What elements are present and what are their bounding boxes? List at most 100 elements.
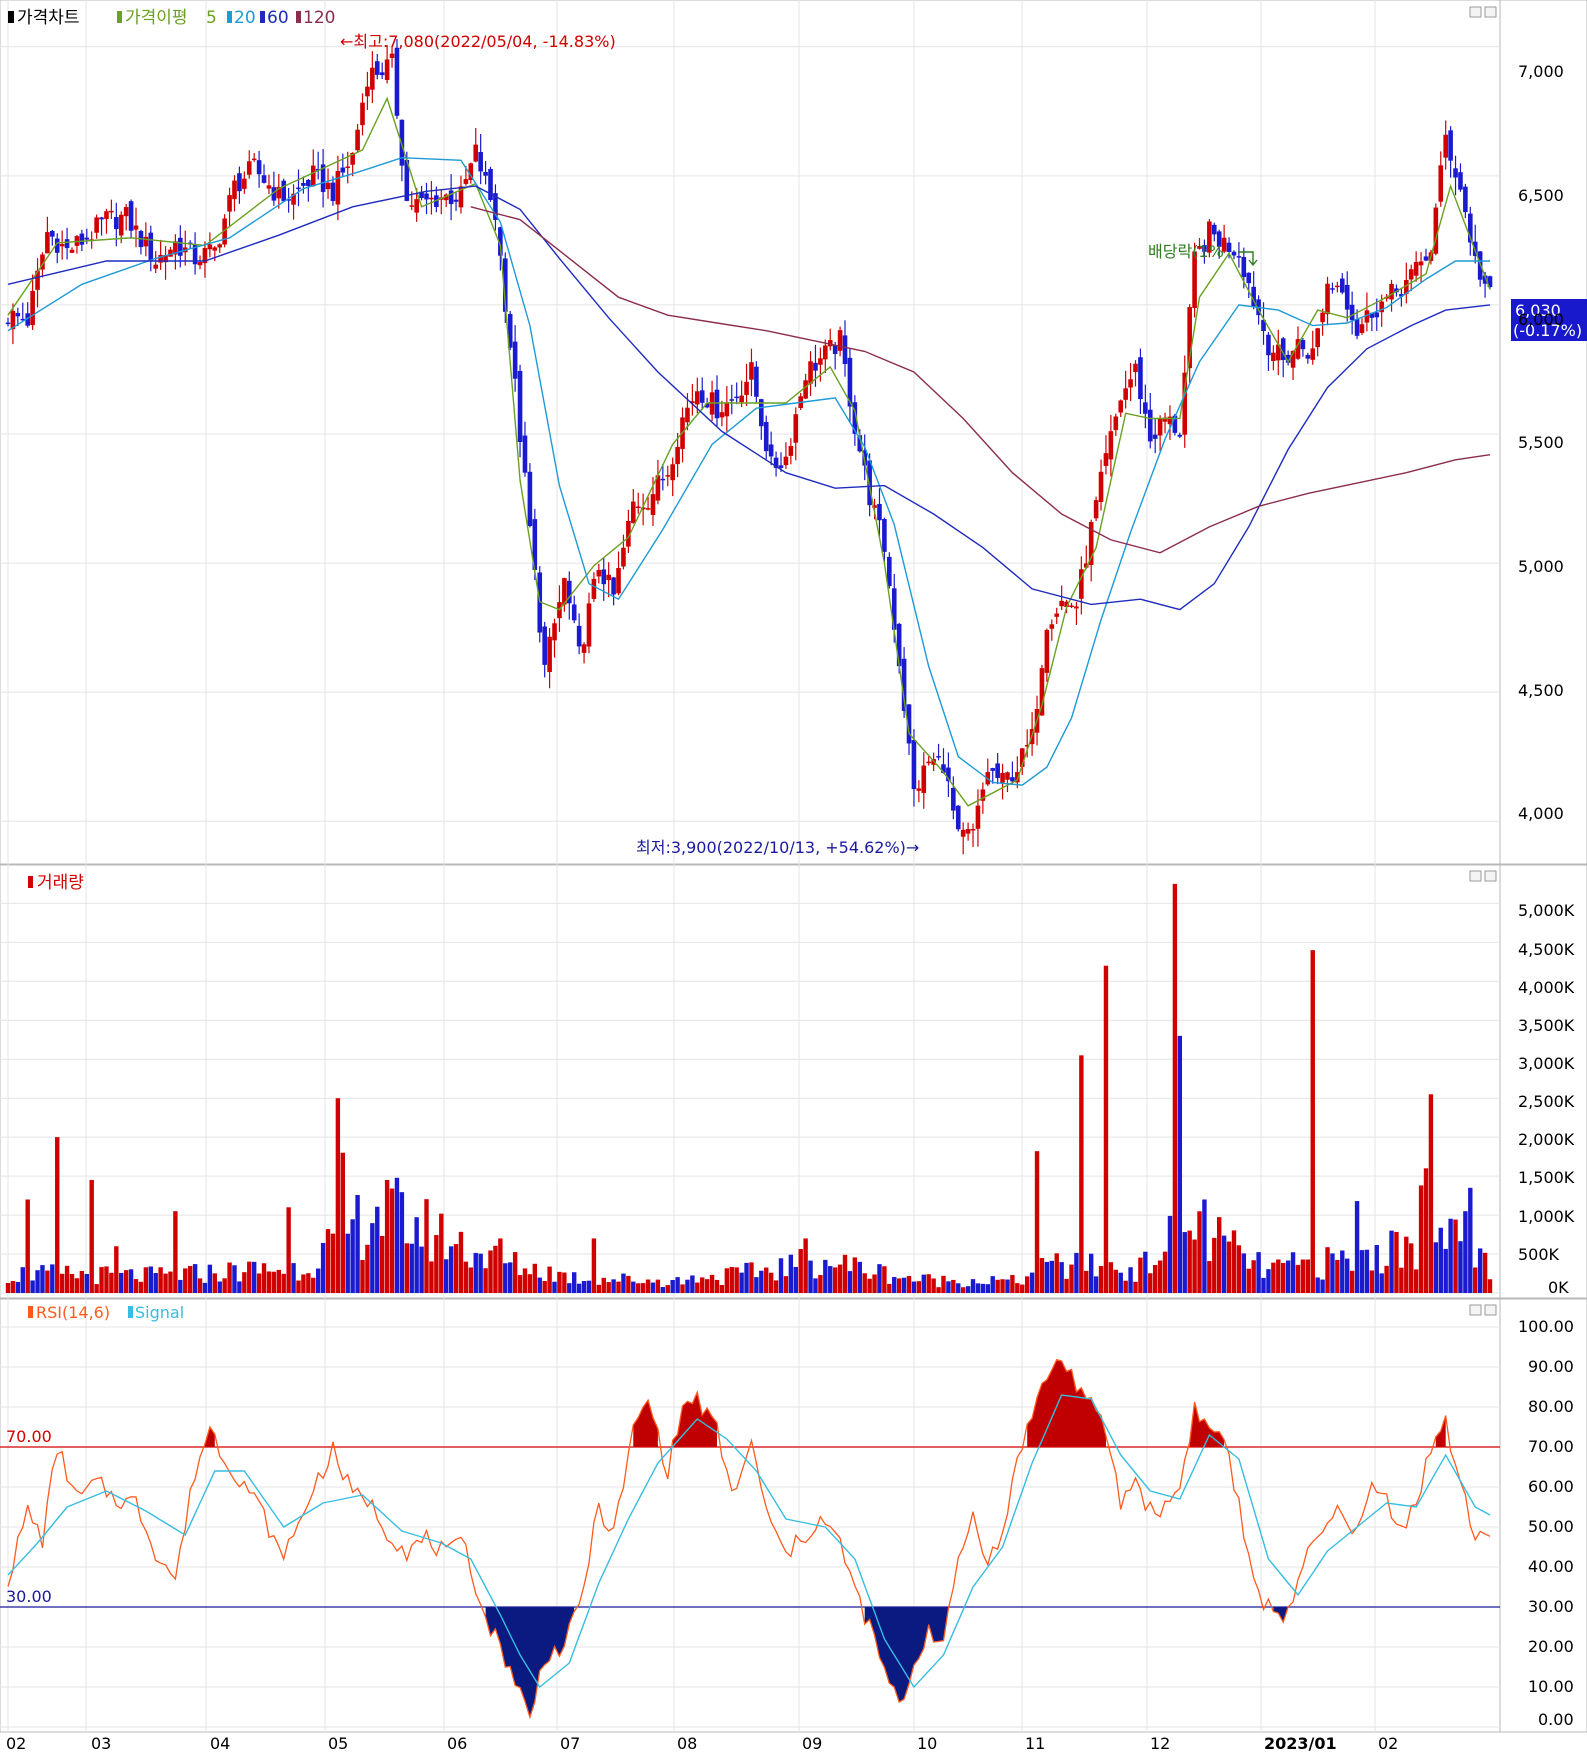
volume-bar bbox=[498, 1238, 503, 1293]
candle-body bbox=[35, 270, 40, 290]
candle-body bbox=[872, 505, 877, 508]
close-icon[interactable] bbox=[1484, 6, 1497, 18]
volume-bar bbox=[89, 1180, 94, 1293]
volume-chart-title: 거래량 bbox=[37, 873, 84, 893]
month-label: 06 bbox=[447, 1734, 467, 1753]
candle-body bbox=[320, 164, 326, 192]
candle-body bbox=[768, 444, 774, 457]
candle-body bbox=[1079, 569, 1084, 599]
volume-bar bbox=[448, 1246, 454, 1293]
volume-bar bbox=[512, 1252, 518, 1293]
candle-body bbox=[276, 186, 282, 199]
candle-body bbox=[498, 227, 503, 256]
minimize-icon[interactable] bbox=[1469, 1304, 1482, 1316]
volume-bar bbox=[296, 1280, 301, 1293]
rsi-tick: 10.00 bbox=[1528, 1677, 1574, 1696]
rsi-tick: 90.00 bbox=[1528, 1357, 1574, 1376]
rsi-level-70-label: 70.00 bbox=[6, 1427, 52, 1446]
candle-body bbox=[936, 756, 941, 758]
candle-body bbox=[941, 764, 946, 773]
candle-body bbox=[965, 829, 971, 834]
volume-bar bbox=[709, 1274, 715, 1293]
volume-y-axis: 5,000K 4,500K 4,000K 3,500K 3,000K 2,500… bbox=[1518, 901, 1575, 1297]
volume-bar bbox=[1093, 1276, 1099, 1293]
candle-body bbox=[1216, 231, 1222, 247]
rsi-panel-buttons[interactable] bbox=[1469, 1304, 1497, 1316]
volume-bar bbox=[404, 1243, 410, 1293]
volume-bar bbox=[1074, 1252, 1079, 1293]
volume-bar bbox=[1438, 1227, 1443, 1293]
candle-body bbox=[384, 59, 390, 80]
volume-bar bbox=[704, 1279, 710, 1293]
volume-panel-buttons[interactable] bbox=[1469, 870, 1497, 882]
candle-body bbox=[355, 129, 360, 151]
volume-bar bbox=[832, 1267, 838, 1293]
volume-bar bbox=[483, 1268, 488, 1293]
volume-bar bbox=[759, 1270, 764, 1293]
volume-bar bbox=[1192, 1239, 1197, 1293]
rsi-tick: 20.00 bbox=[1528, 1637, 1574, 1656]
candle-body bbox=[1103, 453, 1109, 466]
volume-bar bbox=[1152, 1264, 1158, 1293]
candle-body bbox=[370, 67, 375, 90]
candle-body bbox=[458, 186, 464, 208]
volume-bar bbox=[729, 1266, 734, 1293]
volume-bar bbox=[892, 1277, 897, 1293]
minimize-icon[interactable] bbox=[1469, 6, 1482, 18]
candle-body bbox=[79, 233, 85, 245]
candle-body bbox=[256, 160, 262, 175]
rsi-panel[interactable] bbox=[0, 1298, 1587, 1733]
candle-body bbox=[222, 218, 227, 245]
volume-bar bbox=[429, 1261, 434, 1293]
volume-bar bbox=[1482, 1252, 1488, 1293]
volume-bar bbox=[197, 1278, 203, 1293]
candle-body bbox=[596, 569, 602, 577]
volume-bar bbox=[1448, 1218, 1453, 1293]
volume-bar bbox=[360, 1259, 365, 1293]
candle-body bbox=[1015, 772, 1020, 783]
volume-bar bbox=[1029, 1272, 1035, 1293]
volume-bar bbox=[965, 1286, 971, 1293]
price-panel-buttons[interactable] bbox=[1469, 6, 1497, 18]
volume-bar bbox=[311, 1277, 316, 1293]
candle-body bbox=[857, 435, 863, 452]
volume-bar bbox=[1241, 1253, 1247, 1293]
close-icon[interactable] bbox=[1484, 1304, 1497, 1316]
volume-bar bbox=[734, 1267, 739, 1293]
candle-body bbox=[488, 168, 493, 201]
volume-bar bbox=[1473, 1267, 1478, 1293]
rsi-legend-label: RSI(14,6) bbox=[36, 1303, 110, 1322]
candle-body bbox=[251, 158, 257, 161]
volume-bar bbox=[59, 1273, 65, 1293]
candle-body bbox=[1147, 409, 1153, 442]
price-chart-title: 가격차트 bbox=[17, 8, 80, 28]
candle-body bbox=[1083, 563, 1089, 568]
volume-bar bbox=[778, 1258, 784, 1293]
candle-body bbox=[1433, 207, 1439, 254]
candle-body bbox=[724, 402, 730, 417]
candle-body bbox=[379, 72, 385, 76]
volume-bar bbox=[1049, 1260, 1055, 1293]
candle-body bbox=[1423, 256, 1429, 261]
volume-bar bbox=[754, 1277, 759, 1293]
candle-body bbox=[1438, 165, 1444, 202]
candle-body bbox=[960, 829, 966, 837]
candle-body bbox=[217, 244, 223, 248]
volume-bar bbox=[301, 1274, 306, 1293]
candle-body bbox=[1167, 416, 1173, 425]
volume-bar bbox=[695, 1282, 700, 1293]
candle-body bbox=[246, 161, 252, 175]
volume-bar bbox=[439, 1213, 444, 1293]
volume-bar bbox=[192, 1264, 198, 1293]
volume-panel[interactable] bbox=[0, 864, 1587, 1299]
current-change: (-0.17%) bbox=[1513, 321, 1582, 340]
volume-bar bbox=[315, 1268, 321, 1293]
candle-body bbox=[1418, 261, 1424, 266]
volume-bar bbox=[1320, 1279, 1325, 1293]
month-label: 12 bbox=[1150, 1734, 1170, 1753]
close-icon[interactable] bbox=[1484, 870, 1497, 882]
candle-body bbox=[409, 205, 415, 207]
volume-bar bbox=[434, 1235, 439, 1293]
candle-body bbox=[1320, 312, 1325, 323]
minimize-icon[interactable] bbox=[1469, 870, 1482, 882]
